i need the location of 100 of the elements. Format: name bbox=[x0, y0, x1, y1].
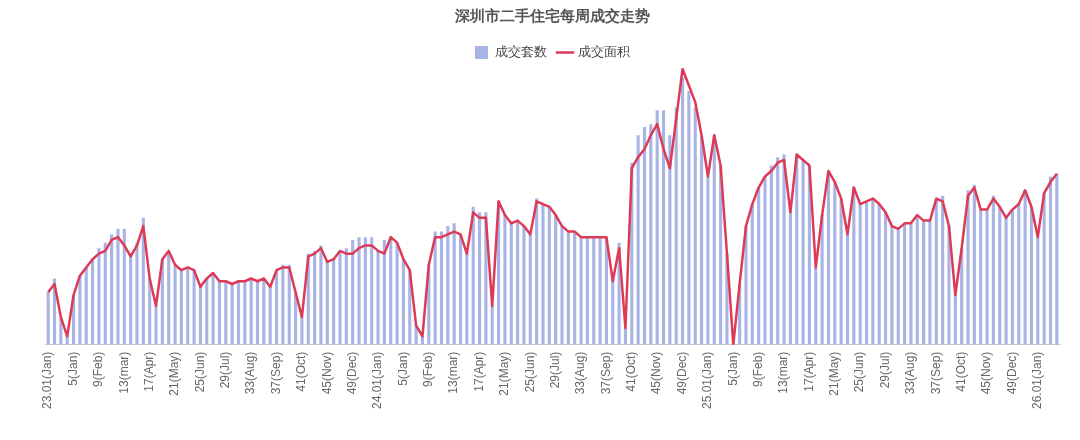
x-tick-label: 37(Sep) bbox=[928, 351, 943, 395]
bar bbox=[1017, 204, 1021, 345]
x-tick-label: 33(Aug) bbox=[903, 351, 918, 395]
legend-label: 成交套数 bbox=[494, 44, 547, 60]
x-tick-label: 29(Jul) bbox=[877, 351, 892, 389]
bar bbox=[979, 209, 983, 345]
bar bbox=[1048, 176, 1053, 345]
x-tick-label: 21(May) bbox=[827, 351, 842, 396]
bar bbox=[217, 281, 222, 345]
bar bbox=[877, 204, 881, 345]
bar bbox=[262, 278, 266, 345]
bar bbox=[198, 286, 202, 345]
x-tick-label: 23.01(Jan) bbox=[40, 351, 55, 410]
bar bbox=[941, 195, 945, 345]
bar bbox=[903, 223, 907, 345]
bar bbox=[274, 270, 279, 345]
bar bbox=[833, 182, 837, 345]
bar bbox=[769, 165, 773, 345]
x-tick-label: 5(Jan) bbox=[65, 351, 80, 386]
bar bbox=[991, 195, 995, 345]
bar bbox=[465, 253, 469, 345]
x-tick-label: 49(Dec) bbox=[1004, 351, 1019, 395]
bar bbox=[439, 231, 444, 345]
bar bbox=[433, 231, 437, 345]
x-tick-label: 37(Sep) bbox=[598, 351, 613, 395]
bar bbox=[84, 267, 88, 345]
bar bbox=[46, 292, 50, 345]
bar bbox=[592, 237, 596, 345]
bar bbox=[255, 281, 260, 345]
x-tick-label: 26.01(Jan) bbox=[1030, 351, 1045, 410]
bar bbox=[909, 223, 913, 345]
x-tick-label: 5(Jan) bbox=[725, 351, 740, 386]
x-tick-label: 13(mar) bbox=[776, 351, 791, 394]
bar bbox=[382, 239, 386, 345]
x-tick-label: 13(mar) bbox=[116, 351, 131, 394]
x-tick-label: 9(Feb) bbox=[421, 351, 436, 387]
bar bbox=[338, 250, 342, 345]
bar bbox=[706, 176, 710, 345]
bar bbox=[522, 226, 526, 345]
bar bbox=[928, 220, 932, 345]
x-tick-label: 45(Nov) bbox=[979, 351, 994, 395]
x-tick-label: 45(Nov) bbox=[319, 351, 334, 395]
bar bbox=[173, 264, 177, 345]
x-tick-label: 5(Jan) bbox=[395, 351, 410, 386]
bar bbox=[135, 242, 139, 345]
bar bbox=[585, 237, 589, 345]
bar bbox=[401, 259, 405, 345]
bar bbox=[922, 220, 926, 345]
bar bbox=[528, 234, 532, 345]
x-tick-label: 29(Jul) bbox=[547, 351, 562, 389]
bar bbox=[1042, 193, 1046, 345]
bar bbox=[509, 223, 513, 345]
bar bbox=[788, 212, 792, 345]
bar bbox=[883, 212, 888, 345]
bar bbox=[458, 234, 463, 345]
bar bbox=[1055, 173, 1059, 345]
bar bbox=[205, 278, 209, 345]
bar bbox=[370, 237, 374, 345]
bar bbox=[598, 237, 602, 345]
bar bbox=[116, 228, 120, 345]
bar bbox=[1004, 217, 1008, 345]
bar bbox=[103, 242, 107, 345]
bar bbox=[503, 215, 507, 345]
x-tick-label: 33(Aug) bbox=[573, 351, 588, 395]
bar bbox=[915, 215, 919, 345]
bar bbox=[357, 237, 361, 345]
bar bbox=[680, 77, 685, 345]
bar bbox=[693, 107, 697, 345]
bar bbox=[230, 283, 234, 345]
bar bbox=[642, 126, 647, 345]
bar bbox=[224, 281, 228, 345]
bar bbox=[649, 124, 653, 345]
bar bbox=[490, 306, 494, 345]
x-tick-label: 25.01(Jan) bbox=[700, 351, 715, 410]
bar bbox=[110, 234, 114, 345]
bar bbox=[700, 135, 704, 345]
bar bbox=[985, 209, 989, 345]
bar bbox=[573, 231, 577, 345]
x-tick-label: 25(Jun) bbox=[522, 351, 537, 393]
bar bbox=[801, 159, 805, 345]
bar bbox=[966, 190, 970, 345]
bar bbox=[547, 206, 551, 345]
x-tick-label: 9(Feb) bbox=[91, 351, 106, 387]
bar bbox=[179, 270, 183, 345]
bar bbox=[776, 157, 780, 345]
bar bbox=[344, 248, 348, 345]
bar bbox=[122, 228, 126, 345]
bar bbox=[763, 176, 767, 345]
x-tick-label: 49(Dec) bbox=[674, 351, 689, 395]
bar bbox=[325, 261, 329, 345]
bar bbox=[782, 154, 786, 345]
x-tick-label: 41(Oct) bbox=[624, 351, 639, 392]
bar bbox=[249, 278, 253, 345]
bar bbox=[376, 250, 380, 345]
bar bbox=[972, 184, 976, 345]
bar bbox=[998, 206, 1002, 345]
bar bbox=[452, 223, 456, 345]
bar bbox=[541, 204, 545, 345]
x-tick-label: 9(Feb) bbox=[750, 351, 765, 387]
bar bbox=[1029, 206, 1034, 345]
